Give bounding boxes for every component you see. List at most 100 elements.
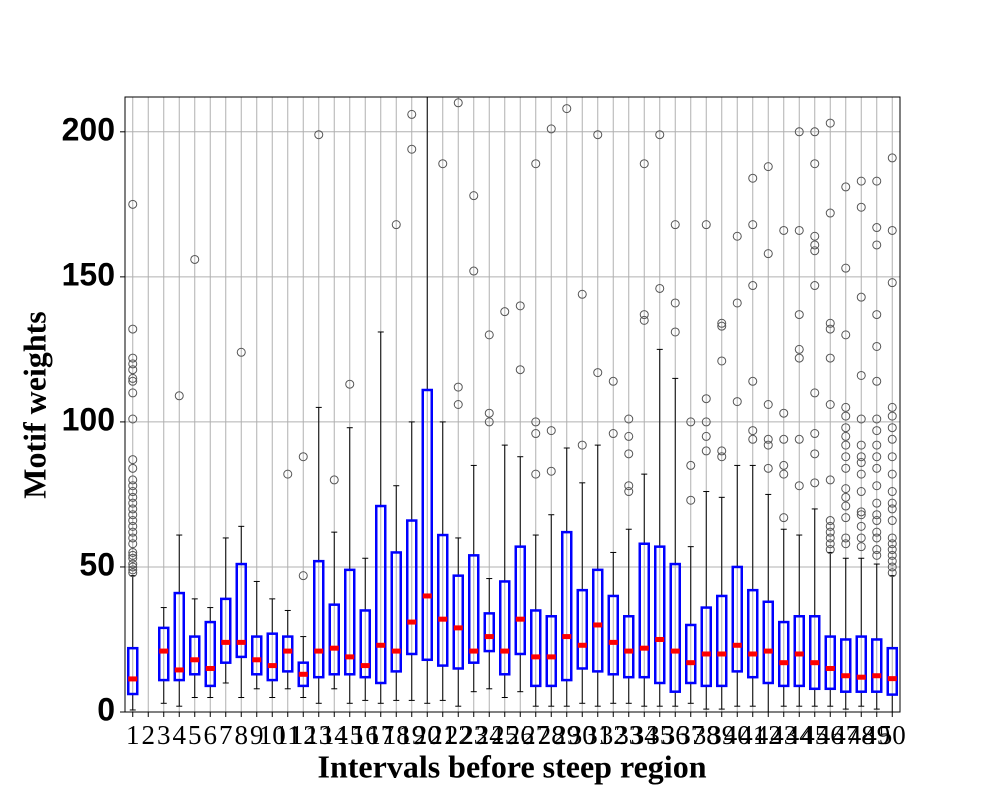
x-tick-label: 34 bbox=[631, 720, 659, 750]
outlier bbox=[887, 487, 897, 497]
box bbox=[452, 574, 464, 670]
box bbox=[545, 615, 557, 688]
outlier bbox=[794, 344, 804, 354]
y-tick-label: 0 bbox=[97, 691, 115, 727]
outlier bbox=[717, 321, 727, 331]
x-tick-label: 35 bbox=[646, 720, 673, 750]
x-tick-label: 31 bbox=[584, 720, 611, 750]
outlier bbox=[872, 510, 882, 520]
box bbox=[607, 594, 619, 676]
outlier bbox=[453, 382, 463, 392]
outlier bbox=[841, 440, 851, 450]
outlier bbox=[128, 521, 138, 531]
outlier bbox=[763, 162, 773, 172]
outlier bbox=[887, 411, 897, 421]
box bbox=[173, 591, 185, 682]
outlier bbox=[748, 434, 758, 444]
outlier bbox=[190, 254, 200, 264]
outlier bbox=[484, 417, 494, 427]
outlier bbox=[810, 429, 820, 439]
outlier bbox=[546, 466, 556, 476]
outlier bbox=[825, 324, 835, 334]
outlier bbox=[128, 547, 138, 557]
outlier bbox=[686, 495, 696, 505]
box bbox=[390, 551, 402, 673]
outlier bbox=[794, 310, 804, 320]
outlier bbox=[887, 539, 897, 549]
outlier bbox=[407, 109, 417, 119]
x-tick-label: 46 bbox=[817, 720, 844, 750]
outlier bbox=[856, 542, 866, 552]
box bbox=[158, 626, 170, 682]
outlier bbox=[763, 400, 773, 409]
outlier bbox=[515, 301, 525, 311]
outlier bbox=[872, 498, 882, 508]
outlier bbox=[779, 408, 789, 418]
outlier bbox=[128, 498, 138, 508]
outlier bbox=[484, 330, 494, 340]
outlier bbox=[841, 423, 851, 433]
x-tick-label: 7 bbox=[219, 720, 233, 750]
outlier bbox=[841, 330, 851, 340]
outlier bbox=[825, 516, 835, 526]
outlier bbox=[469, 191, 479, 201]
outlier bbox=[872, 240, 882, 250]
outlier bbox=[655, 283, 665, 293]
outlier bbox=[469, 266, 479, 276]
box bbox=[747, 588, 759, 679]
outlier bbox=[810, 231, 820, 241]
outlier bbox=[174, 391, 184, 401]
outlier bbox=[887, 278, 897, 288]
outlier bbox=[841, 484, 851, 494]
outlier bbox=[856, 487, 866, 497]
x-tick-label: 11 bbox=[275, 720, 301, 750]
outlier bbox=[577, 289, 587, 299]
outlier bbox=[887, 469, 897, 479]
box bbox=[793, 615, 805, 688]
outlier bbox=[887, 516, 897, 526]
x-tick-label: 15 bbox=[336, 720, 363, 750]
outlier bbox=[779, 513, 789, 523]
outlier bbox=[670, 298, 680, 308]
box bbox=[638, 542, 650, 679]
box bbox=[669, 562, 681, 693]
x-tick-label: 25 bbox=[491, 720, 518, 750]
outlier bbox=[887, 533, 897, 543]
outlier bbox=[484, 408, 494, 418]
y-tick-label: 200 bbox=[62, 111, 115, 147]
outlier bbox=[608, 429, 618, 439]
x-tick-label: 30 bbox=[569, 720, 596, 750]
x-axis-title: Intervals before steep region bbox=[318, 748, 707, 784]
outlier bbox=[856, 414, 866, 424]
outlier bbox=[794, 434, 804, 444]
outlier bbox=[856, 533, 866, 543]
x-tick-label: 4 bbox=[173, 720, 187, 750]
outlier bbox=[732, 231, 742, 241]
outlier bbox=[825, 208, 835, 218]
outlier bbox=[841, 452, 851, 462]
outlier bbox=[717, 446, 727, 456]
outlier bbox=[748, 281, 758, 291]
box bbox=[871, 638, 883, 693]
outlier bbox=[872, 481, 882, 491]
outlier bbox=[128, 510, 138, 520]
outlier bbox=[810, 246, 820, 256]
box bbox=[266, 632, 278, 682]
x-tick-label: 17 bbox=[367, 720, 394, 750]
outlier bbox=[515, 365, 525, 375]
outlier bbox=[856, 458, 866, 468]
outlier bbox=[872, 341, 882, 351]
outlier bbox=[825, 475, 835, 485]
x-tick-label: 14 bbox=[321, 720, 349, 750]
outlier bbox=[887, 550, 897, 560]
x-tick-label: 42 bbox=[755, 720, 782, 750]
outlier bbox=[825, 527, 835, 537]
y-axis-title: Motif weights bbox=[16, 311, 52, 499]
outlier bbox=[624, 431, 634, 441]
outlier bbox=[856, 452, 866, 462]
outlier bbox=[872, 426, 882, 436]
x-tick-label: 5 bbox=[188, 720, 202, 750]
outlier bbox=[887, 562, 897, 572]
outlier bbox=[856, 292, 866, 302]
outlier bbox=[887, 504, 897, 514]
